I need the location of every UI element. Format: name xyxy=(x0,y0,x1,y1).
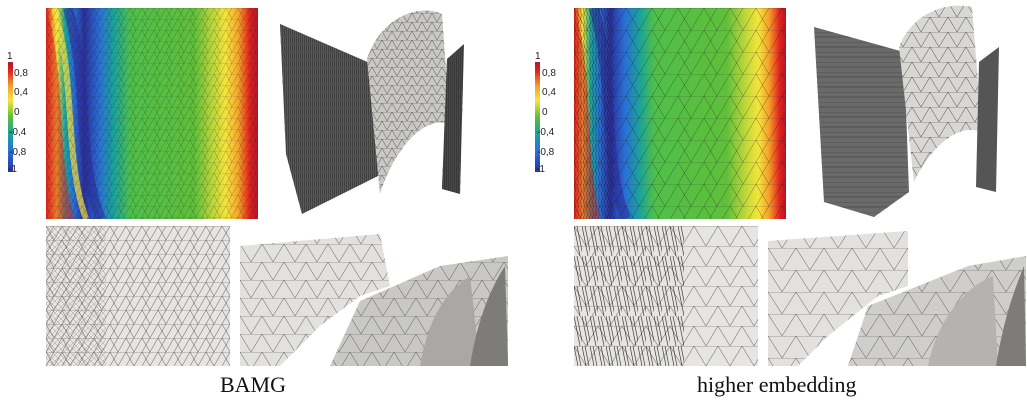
colorbar-right xyxy=(535,62,540,172)
colorbar-tick: 0,4 xyxy=(542,87,556,98)
colorbar-tick: 1 xyxy=(7,51,13,62)
color-field-left xyxy=(46,8,258,219)
colorbar-tick: 0 xyxy=(542,107,548,118)
colorbar-tick: -0,4 xyxy=(9,127,27,138)
colorbar-left xyxy=(8,62,13,172)
colorbar-tick: 0 xyxy=(14,107,20,118)
colorbar-tick: 1 xyxy=(535,51,541,62)
colorbar-tick: 0,8 xyxy=(542,68,556,79)
caption-bamg: BAMG xyxy=(220,372,287,397)
colorbar-tick: -1 xyxy=(536,164,545,175)
zoom-mesh-right-1 xyxy=(574,226,758,366)
colorbar-tick: 0,4 xyxy=(14,87,28,98)
zoom-mesh-right-2 xyxy=(768,231,1026,366)
colorbar-tick: -0,4 xyxy=(537,127,555,138)
zoom-mesh-left-2 xyxy=(240,234,508,366)
colorbar-tick: -0,8 xyxy=(537,147,555,158)
colorbar-tick: 0,8 xyxy=(14,68,28,79)
surface-3d-right xyxy=(814,5,999,217)
zoom-mesh-left-1 xyxy=(46,226,230,366)
colorbar-tick: -1 xyxy=(8,164,17,175)
color-field-right xyxy=(574,8,786,219)
caption-higher-embedding: higher embedding xyxy=(697,372,857,397)
surface-3d-left xyxy=(280,10,464,214)
colorbar-tick: -0,8 xyxy=(9,147,27,158)
